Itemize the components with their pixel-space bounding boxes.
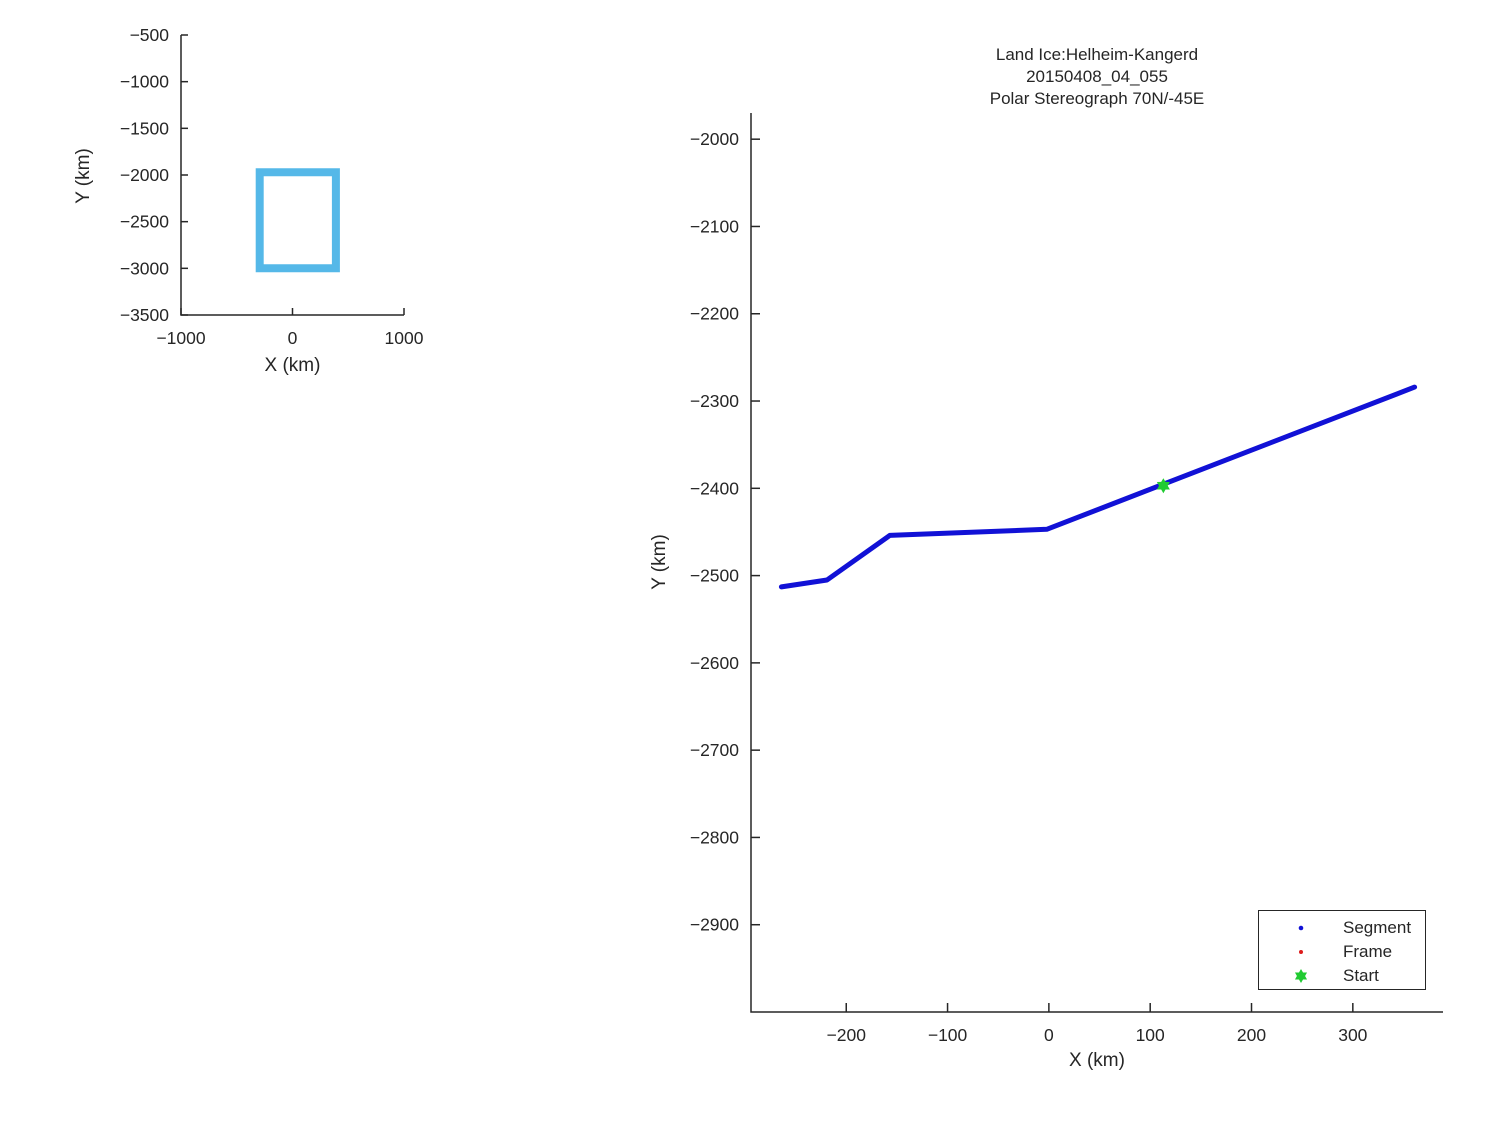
Segment-line	[778, 384, 1418, 590]
overview-ytick-label: −3500	[120, 305, 169, 325]
main-xtick-label: 200	[1237, 1025, 1266, 1045]
main-plot-group: −200 −100 0 100 200 300 −2000 −2100 −2200 −2300 −2…	[690, 113, 1443, 1045]
start-marker-icon	[1156, 478, 1170, 494]
main-axes-spines	[750, 113, 1443, 1013]
legend-label-start: Start	[1343, 966, 1379, 985]
segment-dot-icon	[1259, 919, 1343, 937]
legend-label-segment: Segment	[1343, 918, 1412, 937]
main-xtick-label: 300	[1338, 1025, 1367, 1045]
legend-item-frame: Frame	[1259, 940, 1425, 964]
overview-ytick-label: −2500	[120, 212, 169, 232]
main-ytick-label: −2600	[690, 653, 739, 673]
overview-yaxis-label: Y (km)	[73, 148, 94, 204]
start-star-icon	[1259, 967, 1343, 985]
title-line-3: Polar Stereograph 70N/-45E	[989, 89, 1205, 108]
main-ytick-label: −2000	[690, 129, 739, 149]
main-xtick-label: 100	[1136, 1025, 1165, 1045]
main-chart-title: Land Ice:Helheim-Kangerd 20150408_04_055…	[751, 44, 1443, 110]
legend-item-segment: Segment	[1259, 916, 1425, 940]
overview-xtick-label: −1000	[156, 328, 205, 348]
main-ytick-label: −2900	[690, 915, 739, 935]
main-ytick-label: −2100	[690, 216, 739, 236]
overview-ytick-label: −2000	[120, 165, 169, 185]
main-yaxis-label: Y (km)	[649, 534, 670, 590]
frame-dot-icon	[1259, 943, 1343, 961]
main-ytick-label: −2800	[690, 827, 739, 847]
main-xtick-label: −100	[928, 1025, 968, 1045]
main-ytick-label: −2700	[690, 740, 739, 760]
overview-ytick-label: −1000	[120, 72, 169, 92]
title-line-2: 20150408_04_055	[1026, 67, 1168, 86]
legend-item-start: Start	[1259, 964, 1425, 988]
overview-xaxis-label: X (km)	[264, 355, 321, 376]
overview-xtick-label: 1000	[385, 328, 424, 348]
main-ytick-label: −2500	[690, 566, 739, 586]
main-xtick-label: 0	[1044, 1025, 1054, 1045]
title-line-1: Land Ice:Helheim-Kangerd	[995, 45, 1199, 64]
main-xtick-label: −200	[827, 1025, 867, 1045]
main-ytick-label: −2300	[690, 391, 739, 411]
main-ytick-label: −2200	[690, 304, 739, 324]
legend-label-frame: Frame	[1343, 942, 1393, 961]
overview-xtick-label: 0	[288, 328, 298, 348]
overview-ytick-label: −500	[130, 25, 170, 45]
overview-ytick-label: −1500	[120, 118, 169, 138]
main-ytick-label: −2400	[690, 478, 739, 498]
main-xaxis-label: X (km)	[1069, 1050, 1125, 1071]
overview-ytick-label: −3000	[120, 258, 169, 278]
overview-plot-group: −1000 0 1000 −500 −1000 −1500 −2000 −2500 −3000 −…	[120, 25, 424, 348]
legend: Segment Frame Start	[1258, 910, 1426, 990]
coverage-extent-box-line	[255, 168, 340, 273]
